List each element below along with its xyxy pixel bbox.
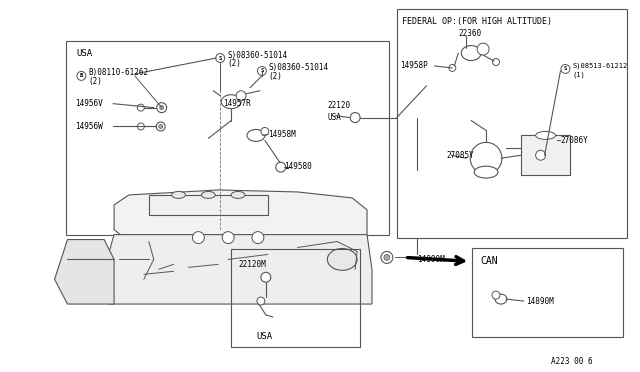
Circle shape [350,113,360,122]
Ellipse shape [495,294,507,304]
Circle shape [193,232,204,244]
Circle shape [252,232,264,244]
Text: 149580: 149580 [284,162,312,171]
Ellipse shape [247,129,265,141]
Circle shape [381,251,393,263]
Text: 14958M: 14958M [268,130,296,139]
Text: B)08110-61262: B)08110-61262 [88,68,148,77]
Circle shape [159,125,163,128]
Ellipse shape [474,166,498,178]
Circle shape [257,297,265,305]
Ellipse shape [202,192,215,198]
Bar [148,195,268,215]
Circle shape [470,142,502,174]
Circle shape [236,91,246,101]
Text: S)08360-51014: S)08360-51014 [227,51,287,60]
Circle shape [536,150,545,160]
Text: 22120: 22120 [327,101,351,110]
Circle shape [261,128,269,135]
Ellipse shape [536,131,556,140]
Text: S: S [260,68,264,73]
Circle shape [138,123,145,130]
Bar [472,247,623,337]
Text: USA: USA [76,49,93,58]
Polygon shape [54,240,114,304]
Ellipse shape [327,248,357,270]
Text: S: S [564,67,567,71]
Circle shape [257,67,266,76]
Circle shape [157,103,166,113]
Bar [521,135,570,175]
Polygon shape [104,235,372,304]
Ellipse shape [221,95,241,109]
Circle shape [216,54,225,62]
Text: 27086Y: 27086Y [561,136,588,145]
Ellipse shape [461,46,481,61]
Text: FEDERAL OP:(FOR HIGH ALTITUDE): FEDERAL OP:(FOR HIGH ALTITUDE) [402,17,552,26]
Bar [231,250,360,347]
Text: 14890M: 14890M [525,296,554,305]
Text: 14957R: 14957R [223,99,251,108]
Text: S)08360-51014: S)08360-51014 [269,64,329,73]
Text: (1): (1) [572,72,585,78]
Text: 14956V: 14956V [76,99,103,108]
Circle shape [156,122,165,131]
Text: USA: USA [256,332,272,341]
Circle shape [138,104,145,111]
Circle shape [561,64,570,73]
Text: A223 00 6: A223 00 6 [550,357,592,366]
Text: 14956W: 14956W [76,122,103,131]
Text: 14890M: 14890M [418,255,445,264]
Circle shape [477,43,489,55]
Circle shape [384,254,390,260]
Text: S)08513-61212: S)08513-61212 [572,63,628,69]
Bar [397,9,627,238]
Text: 27085Y: 27085Y [446,151,474,160]
Text: B: B [80,73,83,78]
Circle shape [276,162,285,172]
Ellipse shape [231,192,245,198]
Circle shape [77,71,86,80]
Circle shape [160,106,164,110]
Bar [67,41,389,235]
Text: CAN: CAN [480,256,498,266]
Polygon shape [114,190,367,241]
Circle shape [261,272,271,282]
Circle shape [449,64,456,71]
Text: (2): (2) [227,60,241,68]
Text: USA: USA [327,113,341,122]
Text: (2): (2) [269,73,283,81]
Text: 22360: 22360 [458,29,481,38]
Text: S: S [219,55,222,61]
Text: 22120M: 22120M [238,260,266,269]
Text: 14958P: 14958P [400,61,428,70]
Circle shape [222,232,234,244]
Ellipse shape [172,192,186,198]
Circle shape [493,58,499,65]
Circle shape [492,291,500,299]
Text: (2): (2) [88,77,102,86]
